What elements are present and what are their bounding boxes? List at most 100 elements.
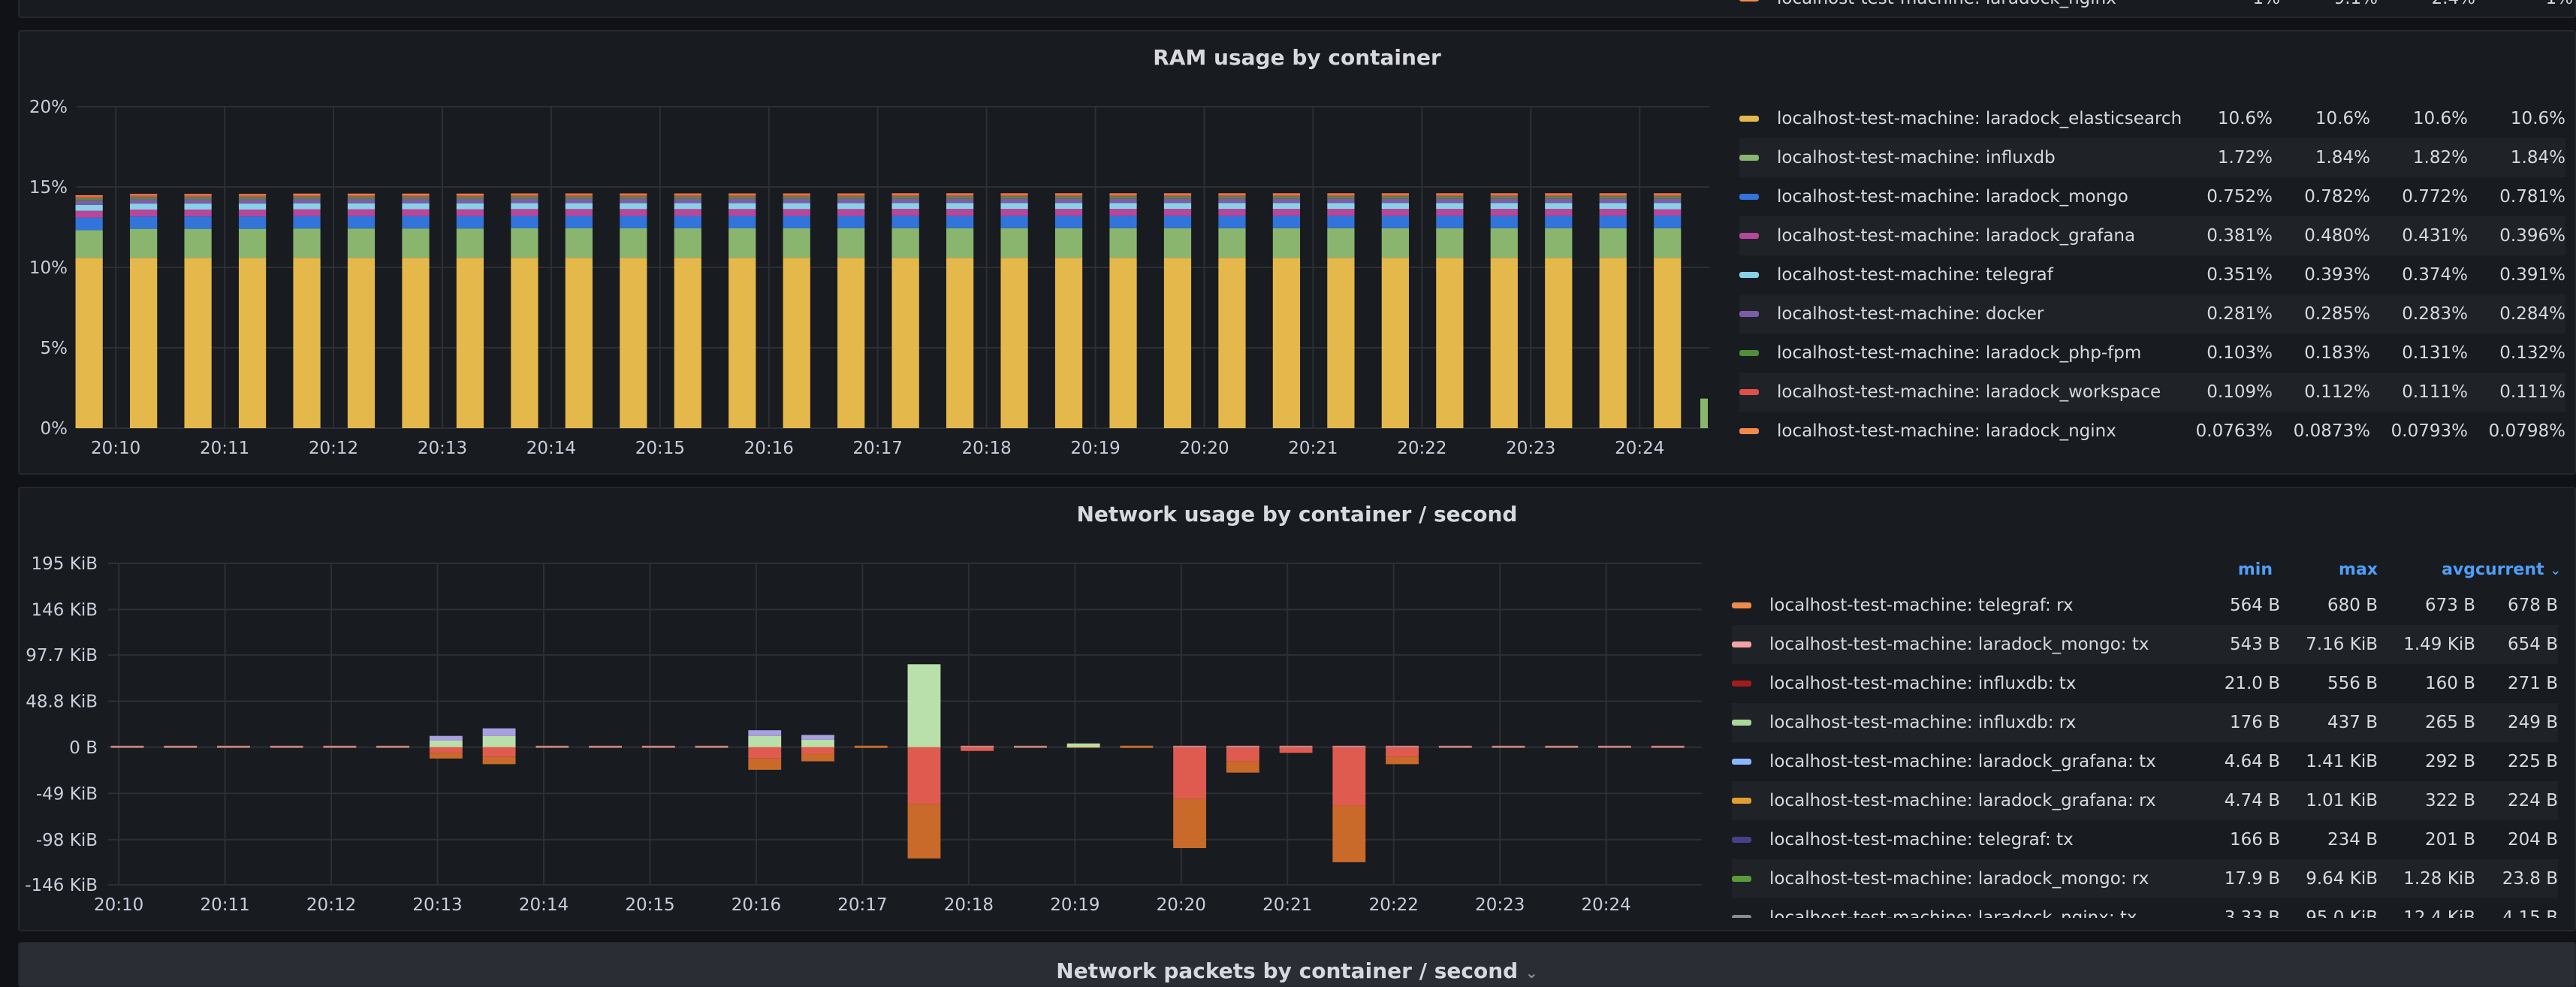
ram-bar-segment: [184, 194, 212, 195]
net-bar-segment: [748, 730, 782, 736]
ram-bar-segment: [238, 204, 267, 210]
ram-bar-segment: [728, 216, 756, 228]
legend-row[interactable]: localhost-test-machine: laradock_nginx 0.…: [1739, 412, 2565, 451]
ram-bar-segment: [891, 195, 919, 197]
legend-row[interactable]: localhost-test-machine: laradock_php-fpm…: [1739, 334, 2565, 373]
series-current: 0.132%: [2499, 343, 2565, 363]
ram-bar-segment: [1163, 196, 1192, 199]
legend-row[interactable]: localhost-test-machine: laradock_grafana…: [1739, 216, 2565, 255]
panel-title[interactable]: Network packets by container / second ⌄: [20, 958, 2574, 983]
legend-row[interactable]: localhost-test-machine: telegraf: rx 564 …: [1732, 586, 2558, 625]
legend-header-max[interactable]: max: [2339, 560, 2378, 579]
network-legend: localhost-test-machine: telegraf: rx 564 …: [1732, 586, 2565, 918]
legend-row[interactable]: localhost-test-machine: telegraf 0.351% 0.…: [1739, 255, 2565, 294]
ram-bar-segment: [456, 195, 484, 197]
ram-bar-segment: [1599, 216, 1627, 228]
legend-row[interactable]: localhost-test-machine: laradock_mongo 0.…: [1739, 177, 2565, 216]
ram-bar-segment: [75, 200, 103, 205]
ram-bar-segment: [402, 209, 430, 216]
legend-header-current[interactable]: current ⌄: [2475, 560, 2561, 579]
series-min: 4.64 B: [2224, 752, 2280, 771]
ram-bar-segment: [783, 196, 810, 199]
ram-bar-segment: [1163, 228, 1192, 258]
series-min: 0.103%: [2206, 343, 2273, 363]
net-bar-segment: [429, 753, 463, 759]
ram-bar-segment: [238, 195, 267, 198]
ram-bar-segment: [1436, 216, 1464, 228]
ram-bar-segment: [674, 196, 701, 199]
ram-bar-segment: [1436, 193, 1464, 195]
x-tick-label: 20:16: [731, 895, 781, 915]
series-min: 0.281%: [2206, 304, 2273, 324]
series-avg: 292 B: [2425, 752, 2475, 771]
ram-bar-segment: [728, 193, 756, 195]
series-min: 3.33 B: [2224, 908, 2280, 918]
x-tick-label: 20:22: [1369, 895, 1419, 915]
ram-bar-segment: [1490, 198, 1518, 204]
net-bar-segment: [429, 747, 463, 753]
ram-bar-segment: [1381, 196, 1409, 199]
legend-row[interactable]: localhost-test-machine: laradock_nginx 1…: [1739, 0, 2573, 18]
ram-bar-segment: [1327, 198, 1355, 204]
legend-row[interactable]: localhost-test-machine: influxdb: rx 176 …: [1732, 703, 2558, 742]
ram-bar-segment: [1163, 209, 1192, 216]
legend-row[interactable]: localhost-test-machine: influxdb 1.72% 1.8…: [1739, 138, 2565, 177]
series-min: 4.74 B: [2224, 791, 2280, 810]
ram-bar-segment: [1000, 228, 1028, 258]
ram-bar-segment: [511, 193, 538, 195]
ram-bar-segment: [1272, 196, 1301, 199]
legend-row[interactable]: localhost-test-machine: laradock_mongo: …: [1732, 625, 2558, 664]
y-tick-label: 195 KiB: [32, 554, 98, 574]
legend-row[interactable]: localhost-test-machine: laradock_grafana…: [1732, 742, 2558, 781]
series-name: localhost-test-machine: laradock_grafana: [1777, 226, 2136, 246]
legend-row[interactable]: localhost-test-machine: docker 0.281% 0.28…: [1739, 294, 2565, 334]
ram-bar-segment: [1599, 198, 1627, 204]
series-avg: 0.283%: [2402, 304, 2468, 324]
legend-header-avg[interactable]: avg: [2442, 560, 2475, 579]
legend-row[interactable]: localhost-test-machine: laradock_workspa…: [1739, 373, 2565, 412]
network-packets-panel[interactable]: Network packets by container / second ⌄: [18, 942, 2576, 987]
series-max: 95.0 KiB: [2306, 908, 2378, 918]
series-name: localhost-test-machine: telegraf: tx: [1769, 830, 2074, 850]
panel-title[interactable]: Network usage by container / second: [1076, 502, 1518, 527]
net-bar-segment: [1386, 756, 1419, 765]
ram-bar-segment: [1218, 209, 1246, 216]
legend-row[interactable]: localhost-test-machine: telegraf: tx 166 …: [1732, 820, 2558, 859]
ram-bar-segment: [184, 209, 212, 217]
ram-bar-segment: [293, 196, 321, 199]
ram-bar-segment: [184, 228, 212, 258]
ram-bar-segment: [1490, 196, 1518, 199]
legend-row[interactable]: localhost-test-machine: influxdb: tx 21.0…: [1732, 664, 2558, 703]
series-max: 437 B: [2327, 713, 2378, 732]
ram-bar-segment: [1381, 195, 1409, 197]
legend-row[interactable]: localhost-test-machine: laradock_grafana…: [1732, 781, 2558, 820]
x-tick-label: 20:24: [1582, 895, 1631, 915]
y-tick-label: 0 B: [69, 738, 98, 758]
ram-bar-segment: [1000, 209, 1028, 216]
ram-bar-segment: [565, 198, 593, 204]
legend-header-min[interactable]: min: [2237, 560, 2273, 579]
legend-row[interactable]: localhost-test-machine: laradock_elastic…: [1739, 99, 2565, 138]
legend-row[interactable]: localhost-test-machine: laradock_mongo: …: [1732, 859, 2558, 898]
series-min: 176 B: [2230, 713, 2280, 732]
net-bar-baseline: [854, 745, 888, 748]
ram-bar-segment: [1109, 258, 1137, 428]
ram-bar-segment: [837, 193, 865, 195]
ram-bar-segment: [456, 216, 484, 229]
net-bar-segment: [1066, 743, 1100, 747]
ram-bar-partial: [1700, 398, 1708, 428]
ram-bar-segment: [1436, 198, 1464, 204]
series-min: 0.351%: [2206, 265, 2273, 285]
series-swatch: [1732, 602, 1751, 608]
ram-bar-segment: [837, 203, 865, 210]
y-tick-label: 15%: [29, 178, 68, 198]
legend-row[interactable]: localhost-test-machine: laradock_nginx: …: [1732, 898, 2558, 918]
ram-bar-segment: [1000, 195, 1028, 197]
ram-bar-segment: [946, 258, 974, 428]
y-tick-label: 20%: [29, 98, 68, 117]
panel-title[interactable]: RAM usage by container: [1153, 45, 1441, 70]
series-avg: 0.0793%: [2390, 421, 2468, 441]
series-max: 7.16 KiB: [2306, 635, 2378, 654]
ram-bar-segment: [891, 198, 919, 204]
ram-bar-segment: [1436, 196, 1464, 199]
